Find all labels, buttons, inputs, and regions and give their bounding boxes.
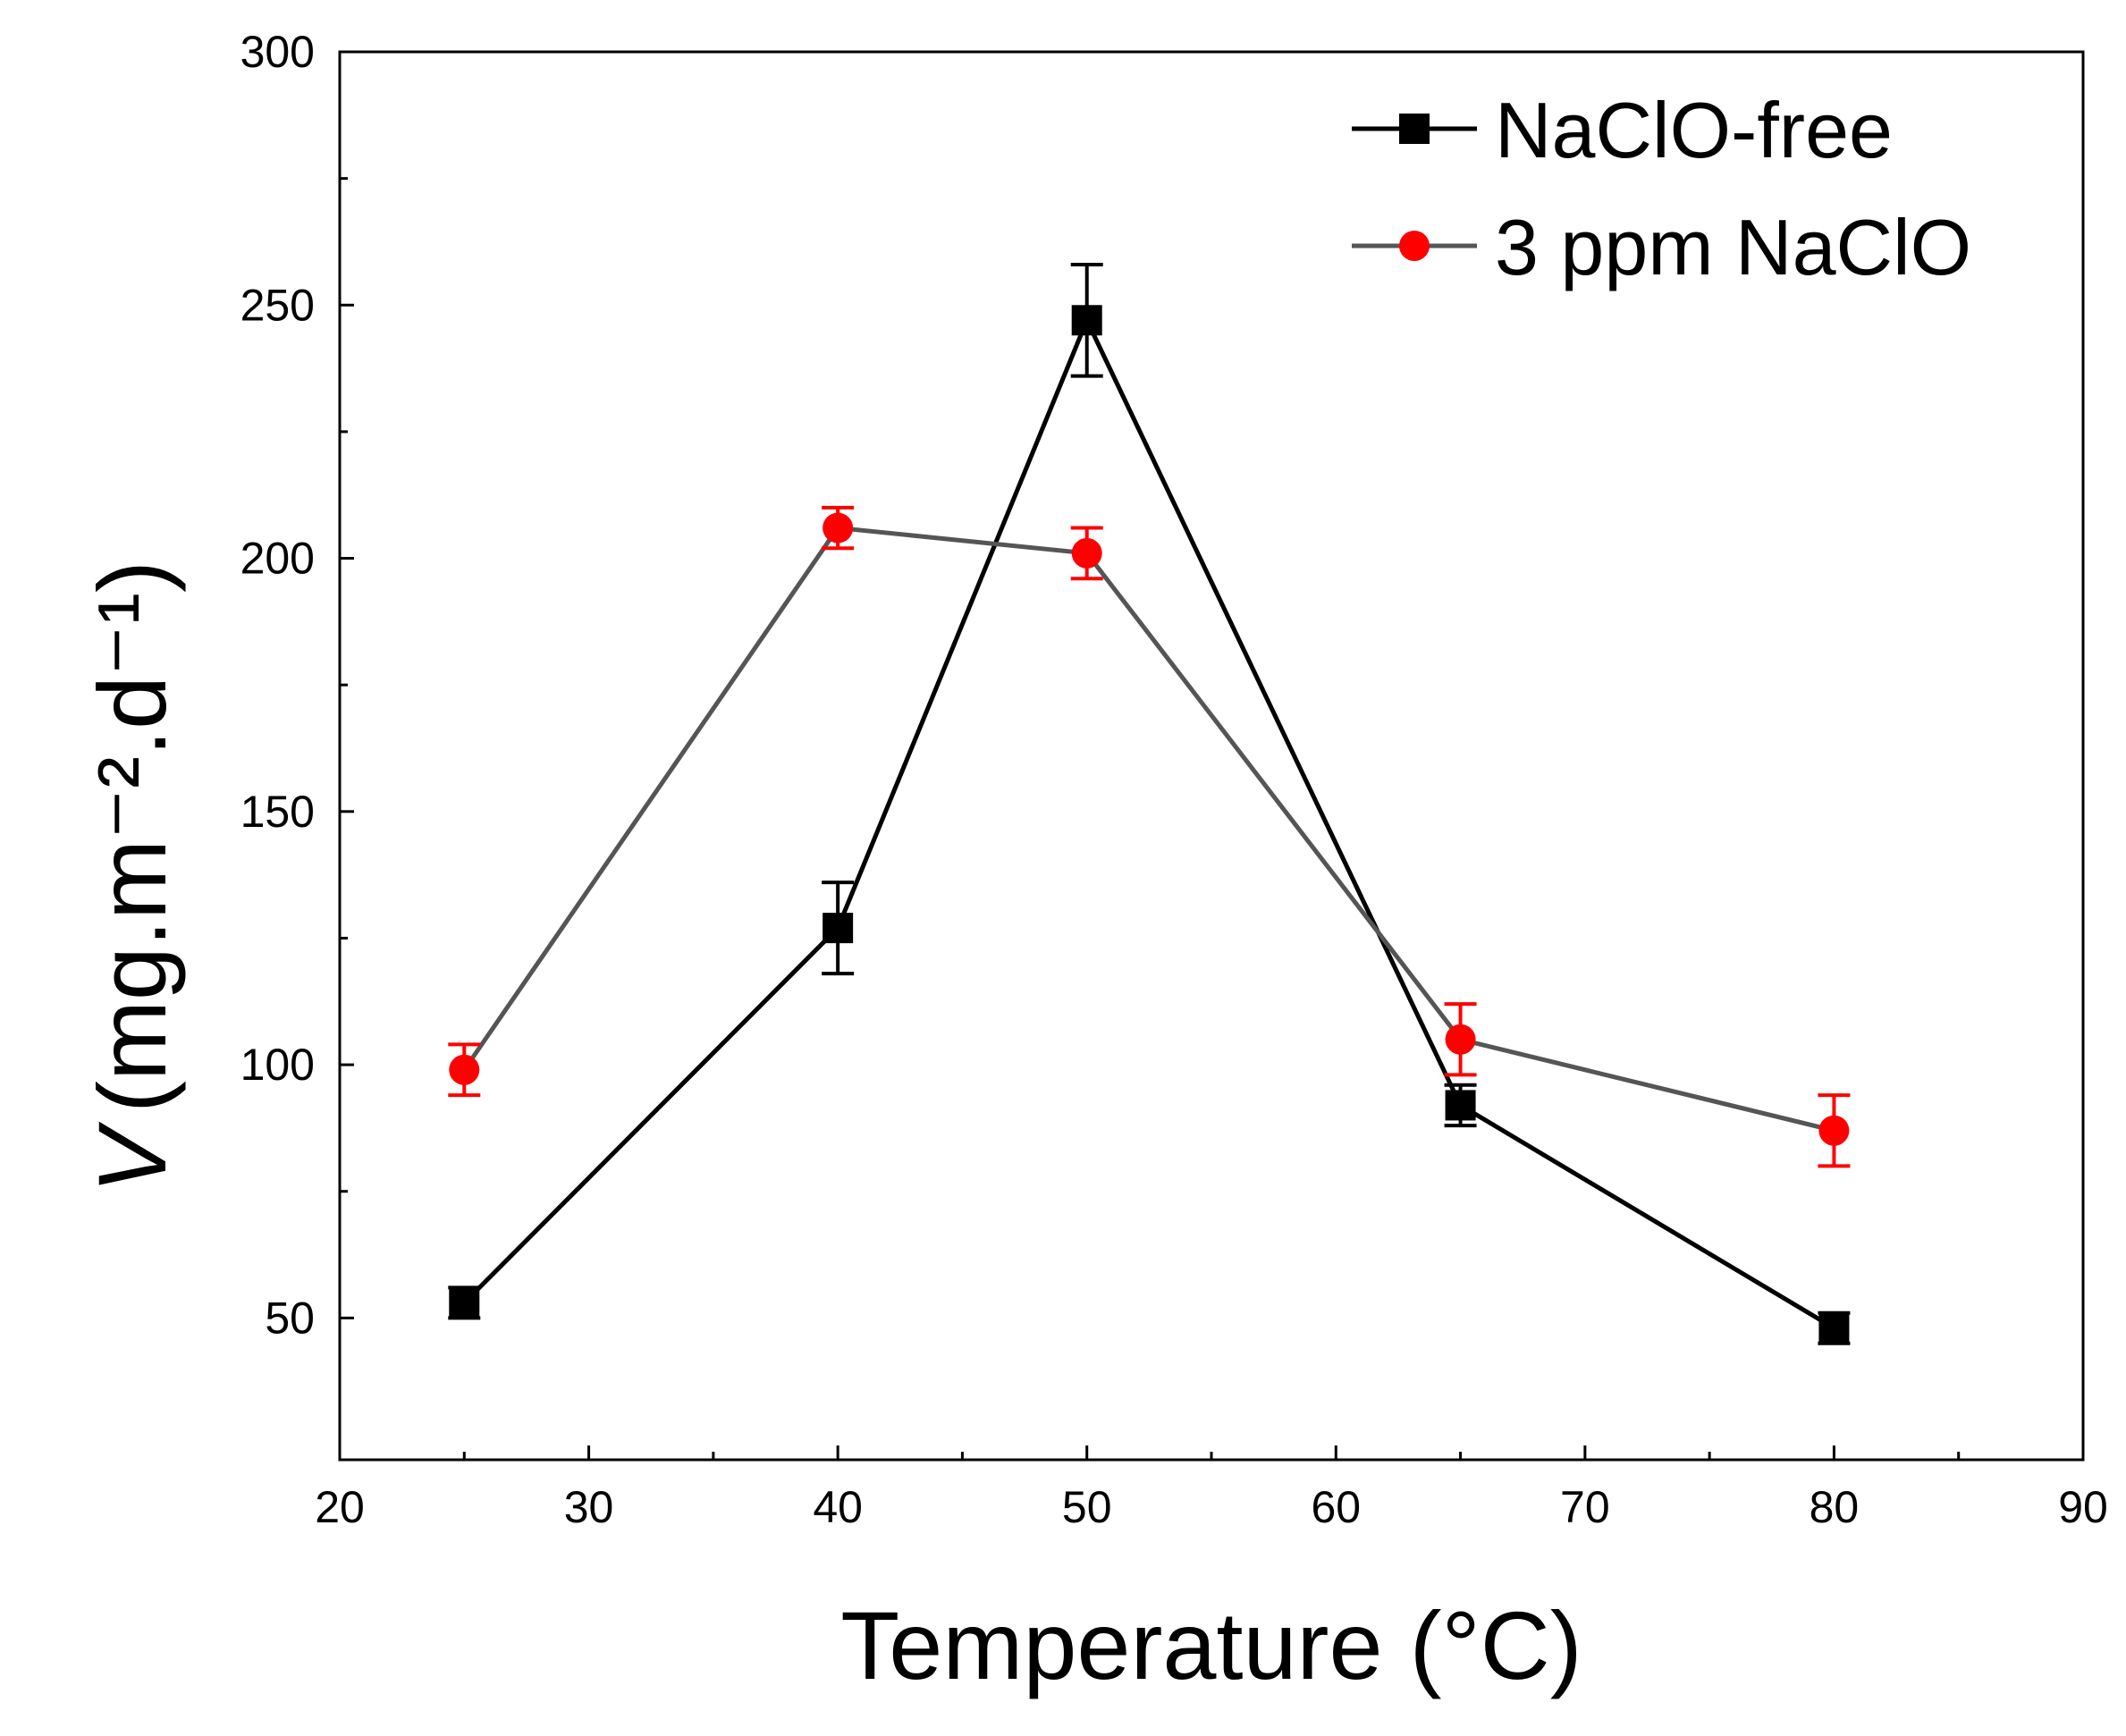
legend: NaClO-free 3 ppm NaClO xyxy=(1352,86,1971,291)
data-point xyxy=(1818,1312,1850,1344)
y-tick-label: 50 xyxy=(265,1293,315,1343)
legend-marker-0 xyxy=(1399,114,1430,144)
y-tick-label: 250 xyxy=(240,280,315,330)
data-point xyxy=(1445,1024,1476,1055)
y-tick-label: 200 xyxy=(240,534,315,584)
data-point xyxy=(1445,1090,1476,1121)
series-line xyxy=(462,525,1835,1133)
y-tick-label: 100 xyxy=(240,1040,315,1090)
x-tick-label: 50 xyxy=(1062,1482,1112,1532)
x-axis-title: Temperature (°C) xyxy=(840,1591,1582,1699)
y-tick-label: 150 xyxy=(240,787,315,837)
x-tick-label: 90 xyxy=(2058,1482,2108,1532)
data-point xyxy=(1071,305,1102,336)
y-axis-title-symbol: V xyxy=(78,1121,186,1193)
data-point xyxy=(1071,537,1102,569)
series-1 xyxy=(448,505,1851,1168)
y-axis-title-unit: (mg.m⁻².d⁻¹) xyxy=(78,560,186,1113)
y-tick-label: 300 xyxy=(240,27,315,77)
legend-label-0: NaClO-free xyxy=(1495,86,1893,174)
legend-marker-1 xyxy=(1399,231,1430,261)
series-line xyxy=(462,315,1835,1330)
x-axis-ticks: 20 30 40 50 60 70 80 90 xyxy=(315,1445,2108,1532)
x-tick-label: 60 xyxy=(1311,1482,1361,1532)
data-point xyxy=(449,1287,480,1319)
data-point xyxy=(823,913,854,944)
data-point xyxy=(449,1054,480,1085)
x-tick-label: 30 xyxy=(564,1482,614,1532)
x-tick-label: 20 xyxy=(315,1482,365,1532)
y-axis-ticks: 50 100 150 200 250 300 xyxy=(240,27,354,1343)
x-tick-label: 70 xyxy=(1560,1482,1610,1532)
x-tick-label: 80 xyxy=(1810,1482,1860,1532)
x-tick-label: 40 xyxy=(813,1482,863,1532)
series-layer xyxy=(448,262,1851,1345)
legend-label-1: 3 ppm NaClO xyxy=(1495,203,1971,291)
series-0 xyxy=(448,262,1851,1345)
data-point xyxy=(823,512,854,544)
data-point xyxy=(1818,1115,1850,1146)
